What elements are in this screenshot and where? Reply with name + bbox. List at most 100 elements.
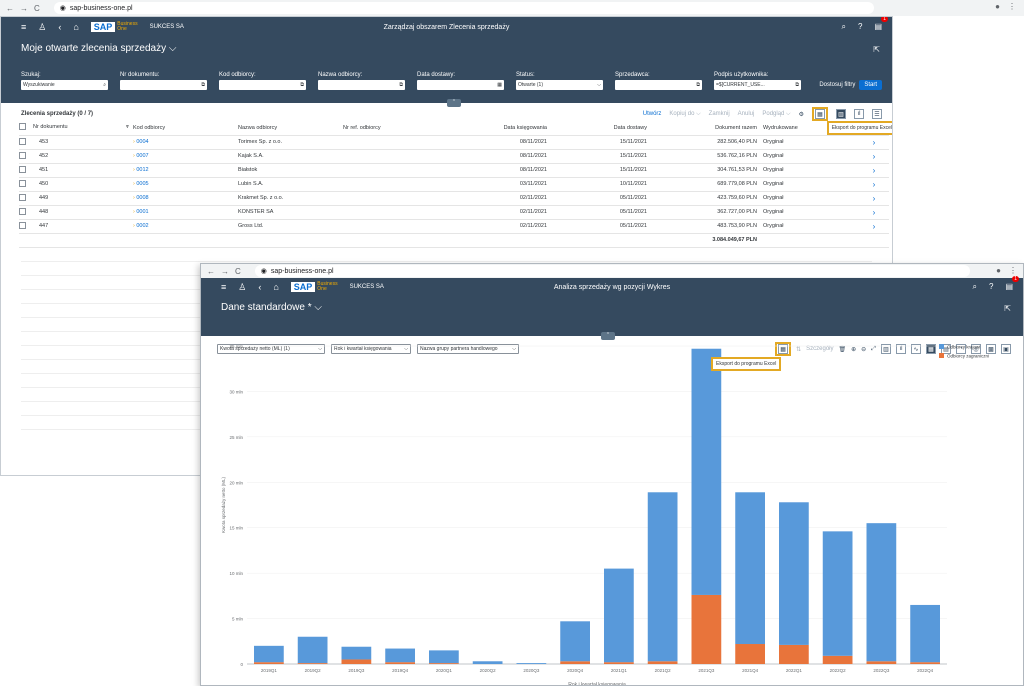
col-header-data-ksiegowania[interactable]: Data księgowania: [453, 121, 553, 136]
col-header-data-dostawy[interactable]: Data dostawy: [553, 121, 653, 136]
chart-type-heatmap-icon[interactable]: ▩: [986, 344, 996, 354]
filter-input[interactable]: Wyszukiwanie ⌕: [21, 80, 108, 90]
dropdown-icon[interactable]: ⌵: [597, 82, 601, 88]
fullscreen-icon[interactable]: ⤢: [871, 345, 876, 352]
chart-type-column-icon[interactable]: ▥: [881, 344, 891, 354]
back-nav-icon[interactable]: ‹: [58, 22, 62, 32]
filter-input[interactable]: ⧉: [318, 80, 405, 90]
menu-icon[interactable]: ≡: [21, 22, 27, 32]
site-info-icon[interactable]: ◉: [260, 268, 267, 275]
cell-kod-link[interactable]: 0004: [136, 139, 149, 145]
browser-menu-icon[interactable]: ⋮: [1009, 266, 1017, 275]
share-icon[interactable]: ⇱: [873, 45, 880, 54]
cell-kod[interactable]: › 0002: [133, 219, 238, 234]
col-header-nr[interactable]: Nr dokumentu ⩔: [33, 121, 133, 136]
address-bar[interactable]: ◉ sap-business-one.pl: [53, 2, 874, 14]
create-button[interactable]: Utwórz: [642, 111, 662, 117]
row-navigation-icon[interactable]: ›: [859, 177, 889, 192]
col-header-kod[interactable]: Kod odbiorcy: [133, 121, 238, 136]
filter-input[interactable]: Otwarte (1) ⌵: [516, 80, 603, 90]
forward-icon[interactable]: →: [221, 266, 229, 276]
details-button[interactable]: Szczegóły: [806, 346, 834, 352]
row-checkbox[interactable]: [19, 151, 26, 159]
cell-kod[interactable]: › 0004: [133, 135, 238, 150]
browser-menu-icon[interactable]: ⋮: [1008, 2, 1016, 11]
dimension-select-2[interactable]: Nazwa grupy partnera handlowego ⌵: [417, 344, 519, 354]
menu-icon[interactable]: ≡: [221, 282, 227, 292]
back-nav-icon[interactable]: ‹: [258, 282, 262, 292]
chart-type-stacked-icon[interactable]: ▦: [926, 344, 936, 354]
chart-settings-icon[interactable]: ▣: [1001, 344, 1011, 354]
forward-icon[interactable]: →: [20, 3, 28, 13]
variant-selector-2[interactable]: Dane standardowe * ⌵: [221, 302, 1003, 313]
home-icon[interactable]: ⌂: [73, 22, 79, 32]
value-help-icon[interactable]: ⧉: [201, 82, 205, 88]
search-icon[interactable]: ⌕: [841, 22, 846, 31]
filter-input[interactable]: ⧉: [219, 80, 306, 90]
share-icon[interactable]: ⇱: [1004, 304, 1011, 313]
adapt-filters-button[interactable]: Dostosuj filtry: [819, 82, 856, 88]
filter-input[interactable]: ⧉: [120, 80, 207, 90]
cell-kod-link[interactable]: 0008: [136, 195, 149, 201]
reload-icon[interactable]: C: [34, 3, 40, 13]
row-checkbox[interactable]: [19, 221, 26, 229]
row-checkbox[interactable]: [19, 193, 26, 201]
table-row[interactable]: 450 › 0005 Lubin S.A. 03/11/2021 10/11/2…: [19, 177, 889, 192]
cell-kod[interactable]: › 0001: [133, 205, 238, 220]
export-excel-button-2[interactable]: ▦: [775, 342, 792, 356]
back-icon[interactable]: ←: [6, 3, 14, 13]
select-all-checkbox[interactable]: [19, 123, 26, 131]
profile-icon[interactable]: ●: [995, 2, 1000, 11]
copy-to-button[interactable]: Kopiuj do ⌵: [669, 110, 701, 117]
cell-kod[interactable]: › 0008: [133, 191, 238, 206]
chart-type-bar-icon[interactable]: ıl: [896, 344, 906, 354]
delete-icon[interactable]: 🗑: [838, 346, 847, 353]
search-icon[interactable]: ⌕: [103, 82, 106, 88]
filter-input[interactable]: ▦: [417, 80, 504, 90]
table-row[interactable]: 449 › 0008 Krakmet Sp. z o.o. 02/11/2021…: [19, 191, 889, 206]
search-icon[interactable]: ⌕: [972, 282, 977, 291]
table-row[interactable]: 452 › 0007 Kajak S.A. 08/11/2021 15/11/2…: [19, 149, 889, 164]
export-excel-button[interactable]: ▦: [812, 107, 828, 121]
settings-icon[interactable]: ⚙: [798, 111, 804, 118]
col-header-ref[interactable]: Nr ref. odbiorcy: [343, 121, 453, 136]
value-help-icon[interactable]: ⧉: [399, 82, 403, 88]
table-row[interactable]: 453 › 0004 Torimex Sp. z o.o. 08/11/2021…: [19, 135, 889, 150]
table-row[interactable]: 451 › 0012 Białstok 08/11/2021 15/11/202…: [19, 163, 889, 178]
filter-input[interactable]: ⧉: [615, 80, 702, 90]
cancel-button[interactable]: Anuluj: [737, 111, 755, 117]
site-info-icon[interactable]: ◉: [59, 5, 66, 12]
help-icon[interactable]: ?: [988, 282, 994, 291]
chart-type-donut-icon[interactable]: ◎: [971, 344, 981, 354]
calendar-icon[interactable]: ▦: [497, 82, 502, 88]
row-checkbox[interactable]: [19, 207, 26, 215]
address-bar-2[interactable]: ◉ sap-business-one.pl: [254, 265, 970, 277]
reload-icon[interactable]: C: [235, 266, 241, 276]
table-view-icon[interactable]: ▥: [836, 109, 846, 119]
dimension-select-1[interactable]: Rok i kwartał księgowania ⌵: [331, 344, 411, 354]
notifications-icon[interactable]: ▤ 1: [874, 16, 888, 31]
chart-view-icon[interactable]: ıl: [854, 109, 864, 119]
cell-kod-link[interactable]: 0001: [136, 209, 149, 215]
filter-input[interactable]: =$[CURRENT_USE... ⧉: [714, 80, 801, 90]
drill-icon[interactable]: ⇅: [796, 346, 802, 353]
cell-kod-link[interactable]: 0002: [136, 223, 149, 229]
row-navigation-icon[interactable]: ›: [859, 191, 889, 206]
value-help-icon[interactable]: ⧉: [795, 82, 799, 88]
table-row[interactable]: 447 › 0002 Gross Ltd. 02/11/2021 05/11/2…: [19, 219, 889, 234]
variant-selector[interactable]: Moje otwarte zlecenia sprzedaży ⌵: [21, 43, 872, 54]
chart-type-pie-icon[interactable]: ◔: [956, 344, 966, 354]
cell-kod[interactable]: › 0005: [133, 177, 238, 192]
cell-kod-link[interactable]: 0012: [136, 167, 149, 173]
cell-kod[interactable]: › 0012: [133, 163, 238, 178]
row-checkbox[interactable]: [19, 137, 26, 145]
home-icon[interactable]: ⌂: [273, 282, 279, 292]
value-help-icon[interactable]: ⧉: [696, 82, 700, 88]
row-checkbox[interactable]: [19, 165, 26, 173]
row-navigation-icon[interactable]: ›: [859, 205, 889, 220]
profile-icon[interactable]: ●: [996, 266, 1001, 275]
cell-kod-link[interactable]: 0005: [136, 181, 149, 187]
chart-type-line-icon[interactable]: ∿: [911, 344, 921, 354]
table-row[interactable]: 448 › 0001 KONSTER SA 02/11/2021 05/11/2…: [19, 205, 889, 220]
preview-button[interactable]: Podgląd ⌵: [762, 110, 791, 117]
